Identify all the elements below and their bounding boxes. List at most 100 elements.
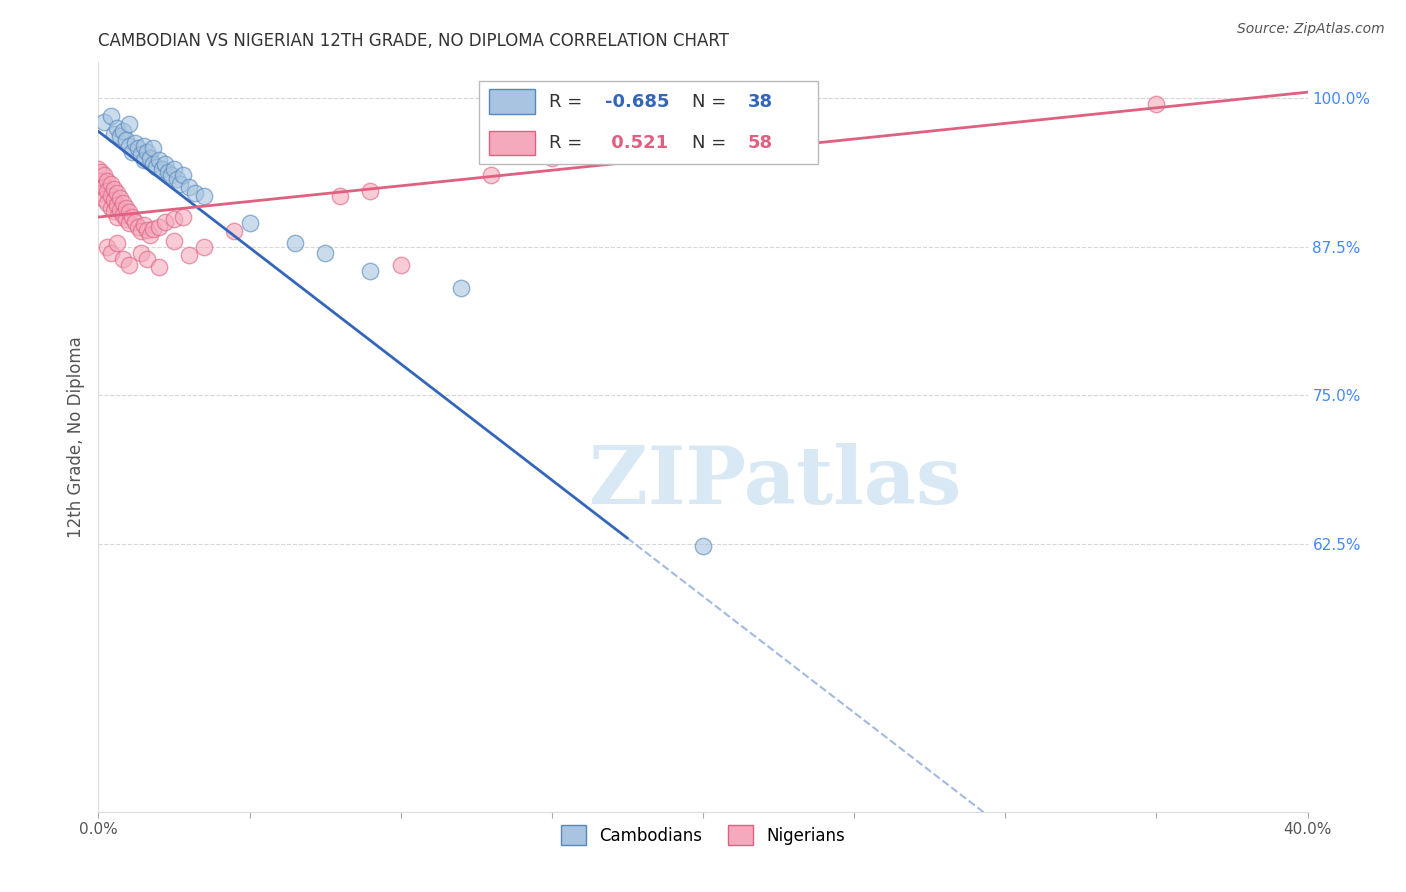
Point (90, 165, 112, 179)
Point (139, 227, 162, 242)
Point (108, 129, 131, 144)
Point (93, 169, 115, 183)
Point (540, 151, 562, 165)
Point (142, 141, 165, 155)
Point (105, 186, 128, 201)
Text: -0.685: -0.685 (605, 93, 669, 111)
Point (148, 219, 170, 234)
Point (360, 184, 382, 198)
Point (193, 188, 215, 202)
Text: 0.521: 0.521 (605, 134, 668, 152)
Point (118, 216, 141, 230)
Point (179, 180, 201, 194)
Text: CAMBODIAN VS NIGERIAN 12TH GRADE, NO DIPLOMA CORRELATION CHART: CAMBODIAN VS NIGERIAN 12TH GRADE, NO DIP… (98, 32, 730, 50)
Point (129, 224, 152, 238)
Point (96, 184, 118, 198)
Point (148, 153, 170, 167)
Point (156, 165, 179, 179)
Point (96, 174, 118, 188)
Text: ZIPatlas: ZIPatlas (589, 443, 962, 521)
Point (114, 133, 136, 147)
Point (100, 109, 122, 123)
Point (160, 169, 183, 183)
Point (360, 263, 382, 277)
Point (105, 210, 128, 224)
Point (692, 540, 714, 554)
Text: N =: N = (692, 134, 727, 152)
Point (239, 216, 262, 230)
Point (118, 258, 141, 272)
Point (118, 138, 141, 153)
Point (193, 240, 215, 254)
Point (150, 162, 173, 177)
Point (103, 181, 125, 195)
Point (163, 162, 186, 177)
Bar (489, 89, 534, 114)
Point (121, 210, 143, 224)
Point (1144, 97, 1167, 112)
Point (127, 219, 149, 234)
Point (132, 219, 155, 233)
Point (108, 202, 131, 217)
Point (93, 115, 115, 129)
Point (103, 204, 125, 219)
FancyBboxPatch shape (479, 81, 818, 163)
Point (166, 172, 188, 186)
Point (329, 188, 352, 202)
Point (111, 252, 134, 266)
Text: R =: R = (550, 134, 582, 152)
Point (142, 156, 165, 170)
Point (87, 177, 110, 191)
Point (132, 138, 155, 153)
Point (100, 245, 122, 260)
Point (153, 215, 176, 229)
Text: R =: R = (550, 93, 582, 111)
Text: N =: N = (692, 93, 727, 111)
Point (389, 258, 412, 272)
Point (118, 205, 141, 219)
Point (111, 195, 134, 210)
Point (90, 174, 112, 188)
Point (163, 212, 186, 227)
Point (184, 186, 207, 201)
Text: Source: ZipAtlas.com: Source: ZipAtlas.com (1237, 22, 1385, 37)
Y-axis label: 12th Grade, No Diploma: 12th Grade, No Diploma (66, 336, 84, 538)
Point (118, 117, 141, 131)
Point (148, 260, 170, 274)
Point (145, 160, 167, 174)
Point (121, 145, 143, 159)
Point (87, 162, 110, 177)
Point (314, 245, 336, 260)
Point (108, 191, 131, 205)
Point (100, 201, 122, 215)
Point (124, 215, 146, 229)
Bar (489, 130, 534, 155)
Point (450, 281, 472, 295)
Point (172, 210, 194, 224)
Point (90, 186, 112, 201)
Point (481, 169, 503, 183)
Point (103, 127, 125, 141)
Point (96, 195, 118, 210)
Point (124, 136, 146, 151)
Point (127, 141, 149, 155)
Point (105, 236, 128, 251)
Point (93, 192, 115, 206)
Point (105, 198, 128, 212)
Point (135, 252, 157, 266)
Point (114, 201, 136, 215)
Point (169, 177, 191, 191)
Point (100, 177, 122, 191)
Point (153, 156, 176, 170)
Point (105, 120, 128, 135)
Point (93, 180, 115, 194)
Legend: Cambodians, Nigerians: Cambodians, Nigerians (554, 819, 852, 852)
Point (111, 208, 134, 222)
Point (139, 151, 162, 165)
Text: 38: 38 (748, 93, 773, 111)
Point (172, 169, 194, 183)
Point (129, 245, 152, 260)
Point (135, 223, 157, 237)
Point (163, 234, 186, 248)
Point (142, 222, 165, 236)
